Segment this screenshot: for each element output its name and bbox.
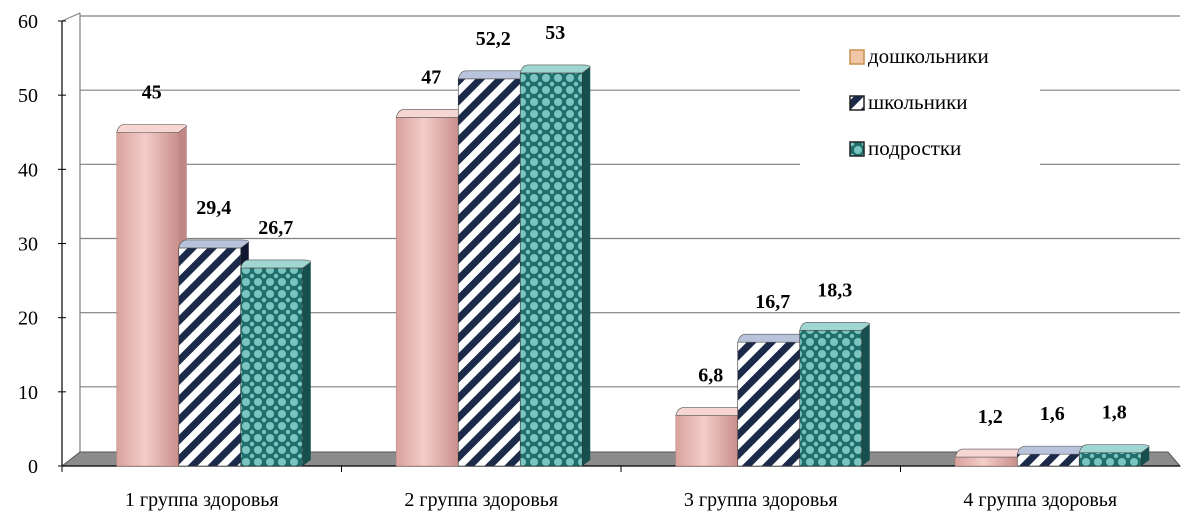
data-label: 29,4	[196, 197, 231, 219]
bar-front	[1016, 453, 1080, 467]
bar-front	[116, 131, 180, 467]
bar-front	[1078, 452, 1142, 467]
bar-top	[519, 64, 591, 74]
data-label: 6,8	[698, 365, 723, 387]
legend-label: дошкольники	[868, 44, 989, 68]
y-tick-label: 30	[18, 234, 38, 256]
bar	[457, 70, 529, 467]
data-label: 45	[142, 81, 162, 103]
bar-top	[954, 448, 1026, 458]
data-label: 1,2	[978, 406, 1003, 428]
bar-top	[457, 70, 529, 80]
bar	[1078, 444, 1150, 467]
x-tick-label: 4 группа здоровья	[963, 489, 1117, 511]
bar	[799, 321, 871, 467]
bar-side	[582, 66, 591, 467]
bar-side	[302, 261, 311, 466]
bar	[178, 239, 250, 467]
bar-front	[457, 78, 521, 467]
legend-label: школьники	[868, 90, 968, 114]
bar-top	[395, 109, 467, 118]
bar	[737, 333, 809, 467]
bar	[954, 448, 1026, 467]
x-tick-label: 2 группа здоровья	[404, 489, 558, 511]
legend-swatch	[849, 141, 865, 157]
bar-front	[737, 341, 801, 467]
data-label: 53	[545, 22, 565, 44]
data-label: 16,7	[755, 291, 790, 313]
bar-top	[799, 321, 871, 331]
bar	[240, 259, 312, 467]
data-label: 47	[421, 66, 441, 88]
data-label: 1,6	[1040, 403, 1065, 425]
bar-top	[1016, 445, 1088, 455]
bar-side	[861, 324, 870, 466]
bar	[395, 109, 467, 467]
y-tick-label: 50	[18, 85, 38, 107]
bar	[1016, 445, 1088, 467]
bar-front	[240, 267, 304, 467]
y-tick-label: 60	[18, 11, 38, 33]
data-label: 18,3	[817, 279, 852, 301]
bar-front	[395, 117, 459, 467]
bar-top	[675, 407, 747, 416]
bar-front	[519, 72, 583, 467]
bar-front	[675, 415, 739, 467]
bar-front	[799, 329, 863, 467]
data-label: 1,8	[1102, 402, 1127, 424]
axis-top-edge	[61, 12, 81, 22]
legend: дошкольники школьники подростки	[800, 35, 1040, 200]
bar-top	[178, 239, 250, 249]
bar	[116, 123, 188, 467]
bar-top	[116, 123, 188, 133]
x-tick-label: 3 группа здоровья	[684, 489, 838, 511]
bar	[519, 64, 591, 467]
bar	[675, 407, 747, 467]
data-label: 52,2	[476, 28, 511, 50]
data-labels: 45 29,4 26,7 47 52,2 53 6,8 16,7 18,3 1,2 1,6 1,8	[142, 22, 1127, 428]
bar-front	[178, 247, 242, 467]
data-label: 26,7	[258, 217, 293, 239]
bar-top	[240, 259, 312, 269]
y-tick-label: 20	[18, 308, 38, 330]
legend-swatch	[849, 95, 865, 111]
bar-front	[954, 456, 1018, 467]
bar-top	[737, 333, 809, 343]
y-tick-label: 10	[18, 382, 38, 404]
x-tick-label: 1 группа здоровья	[125, 489, 279, 511]
legend-swatch	[849, 49, 865, 65]
legend-background	[800, 35, 1040, 200]
bar-top	[1078, 444, 1150, 453]
y-tick-label: 0	[28, 456, 38, 478]
y-tick-label: 40	[18, 159, 38, 181]
bars	[116, 64, 1150, 467]
legend-label: подростки	[868, 136, 961, 160]
